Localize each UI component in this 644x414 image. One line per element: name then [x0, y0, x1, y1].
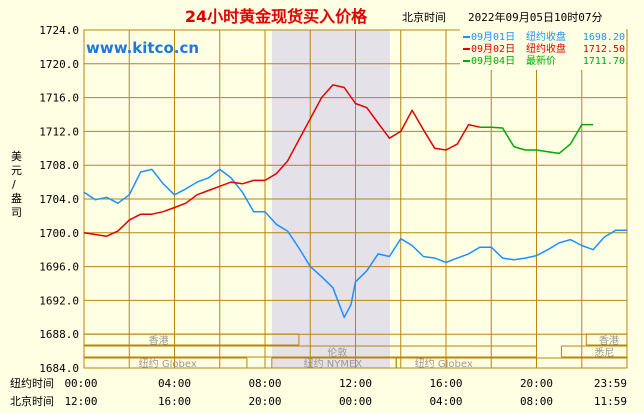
x-tick-label-bj: 11:59: [594, 395, 627, 408]
legend-box: [460, 28, 626, 70]
x-tick-label-bj: 16:00: [158, 395, 191, 408]
y-tick-label: 1688.0: [39, 328, 79, 341]
legend-value: 1712.50: [583, 44, 625, 55]
beijing-time-label: 北京时间: [402, 10, 446, 24]
session-hong-kong: 香港: [83, 333, 300, 347]
y-axis-char-4: 盎: [11, 191, 22, 205]
timestamp: 2022年09月05日10时07分: [468, 10, 602, 24]
x-tick-label-ny: 23:59: [594, 377, 627, 390]
legend-item-1: 09月01日 纽约收盘 1698.20: [463, 30, 625, 43]
grid-layer: [84, 29, 627, 369]
y-tick-label: 1696.0: [39, 261, 79, 274]
x-tick-label-bj: 04:00: [429, 395, 462, 408]
y-axis-title: 美 元 / 盎 司: [11, 150, 22, 219]
legend-item-2: 09月02日 纽约收盘 1712.50: [463, 42, 625, 55]
ny-time-label: 纽约时间: [10, 376, 54, 390]
y-tick-label: 1720.0: [39, 58, 79, 71]
session-hong-kong-late: 香港: [585, 333, 628, 347]
legend-date: 09月04日: [471, 55, 515, 67]
bj-time-label: 北京时间: [10, 394, 54, 408]
x-tick-label-ny: 20:00: [520, 377, 553, 390]
session-london-label: 伦敦: [327, 346, 347, 359]
session-nymex: 纽约 NYMEX: [271, 357, 397, 370]
series-line-1: [83, 168, 627, 319]
watermark: www.kitco.cn: [86, 39, 199, 57]
y-tick-label: 1704.0: [39, 193, 79, 206]
y-tick-label: 1684.0: [39, 362, 79, 375]
y-tick-label: 1716.0: [39, 92, 79, 105]
y-axis-char-5: 司: [11, 206, 22, 219]
y-axis-char-1: 美: [11, 150, 22, 163]
session-nymex-label: 纽约 NYMEX: [304, 357, 363, 370]
x-tick-label-bj: 08:00: [520, 395, 553, 408]
x-tick-label-ny: 08:00: [248, 377, 281, 390]
session-globex-late: 纽约 Globex: [395, 357, 628, 370]
y-tick-label: 1712.0: [39, 125, 79, 138]
series-layer: [83, 84, 627, 319]
legend-date: 09月01日: [471, 31, 515, 43]
x-tick-label-ny: 16:00: [429, 377, 462, 390]
y-tick-labels: 1684.0 1688.0 1692.0 1696.0 1700.0 1704.0 1708…: [39, 24, 79, 375]
x-tick-label-ny: 12:00: [339, 377, 372, 390]
y-axis-char-2: 元: [11, 164, 22, 177]
session-london: 伦敦: [83, 345, 537, 359]
legend-value: 1711.70: [583, 56, 625, 67]
x-tick-label-ny: 04:00: [158, 377, 191, 390]
legend-date: 09月02日: [471, 43, 515, 55]
series-line-2: [83, 84, 481, 237]
legend-item-3: 09月04日 最新价 1711.70: [463, 54, 625, 67]
y-tick-label: 1692.0: [39, 294, 79, 307]
legend-label: 纽约收盘: [526, 42, 566, 55]
series-line-3: [479, 123, 594, 155]
session-hong-kong-label: 香港: [149, 335, 169, 347]
legend-label: 纽约收盘: [526, 30, 566, 43]
session-globex-late-label: 纽约 Globex: [415, 357, 473, 370]
session-sydney: 悉尼: [560, 345, 628, 359]
session-sydney-label: 悉尼: [594, 347, 614, 359]
session-globex-early-label: 纽约 Globex: [139, 357, 197, 370]
legend-label: 最新价: [526, 54, 556, 67]
chart-title: 24小时黄金现货买入价格: [185, 7, 368, 26]
legend-value: 1698.20: [583, 32, 625, 43]
x-tick-label-bj: 12:00: [64, 395, 97, 408]
x-tick-label-bj: 20:00: [248, 395, 281, 408]
session-globex-early: 纽约 Globex: [83, 357, 248, 370]
y-tick-label: 1724.0: [39, 24, 79, 37]
x-tick-labels: 00:00 04:00 08:00 12:00 16:00 20:00 23:59 12:00…: [64, 377, 627, 408]
session-hong-kong-late-label: 香港: [599, 335, 619, 347]
y-tick-label: 1700.0: [39, 227, 79, 240]
y-axis-char-3: /: [12, 178, 16, 191]
y-tick-label: 1708.0: [39, 159, 79, 172]
x-tick-label-ny: 00:00: [64, 377, 97, 390]
x-tick-label-bj: 00:00: [339, 395, 372, 408]
